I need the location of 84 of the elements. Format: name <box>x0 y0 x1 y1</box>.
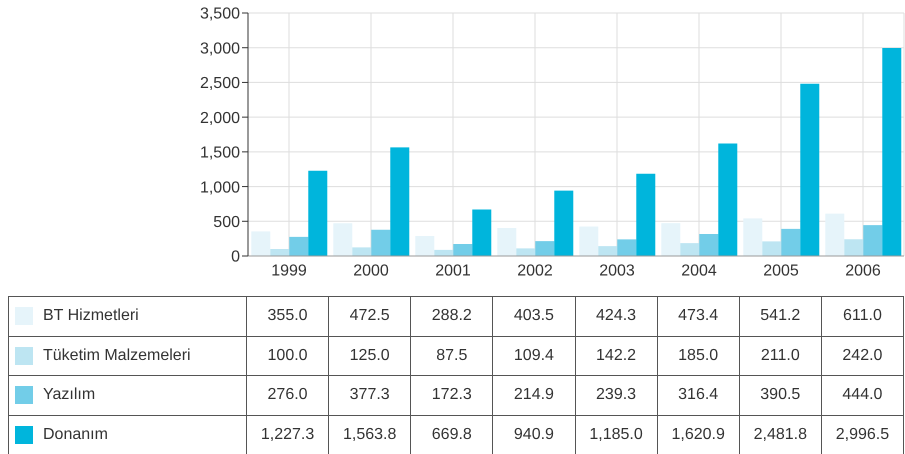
bar <box>415 236 434 256</box>
x-tick-label: 2004 <box>681 262 717 280</box>
legend-label: BT Hizmetleri <box>43 307 139 324</box>
x-tick-label: 2006 <box>845 262 881 280</box>
data-label: 142.2 <box>575 336 658 376</box>
y-tick-label: 3,500 <box>200 6 240 23</box>
legend-label: Tüketim Malzemeleri <box>43 346 191 364</box>
bar <box>863 225 882 256</box>
data-label: 288.2 <box>410 296 493 336</box>
x-tick-label: 2005 <box>763 262 799 280</box>
data-label: 2,481.8 <box>739 415 822 454</box>
data-label: 1,227.3 <box>246 415 329 454</box>
data-label: 390.5 <box>739 376 822 415</box>
data-label: 541.2 <box>739 296 822 336</box>
data-label: 276.0 <box>246 376 329 415</box>
bar <box>699 234 718 256</box>
legend-label: Yazılım <box>43 386 96 404</box>
y-tick-label: 2,000 <box>200 110 240 127</box>
data-label: 940.9 <box>492 415 575 454</box>
data-label: 109.4 <box>492 336 575 376</box>
bar <box>289 236 308 256</box>
data-label: 669.8 <box>410 415 493 454</box>
data-label: 172.3 <box>410 376 493 415</box>
bar <box>781 228 800 256</box>
bar <box>535 241 554 256</box>
y-tick-label: 0 <box>231 248 240 266</box>
bar <box>352 247 372 256</box>
y-tick-label: 500 <box>213 214 240 231</box>
data-label: 611.0 <box>821 296 904 336</box>
data-label: 125.0 <box>328 336 411 376</box>
bar <box>516 248 536 256</box>
bar <box>882 48 902 256</box>
bar <box>497 228 516 256</box>
data-label: 473.4 <box>657 296 740 336</box>
x-tick-label: 1999 <box>271 262 307 280</box>
bar <box>472 209 492 256</box>
data-label: 1,185.0 <box>575 415 658 454</box>
data-label: 185.0 <box>657 336 740 376</box>
data-label: 316.4 <box>657 376 740 415</box>
x-tick-label: 2003 <box>599 262 635 280</box>
bar <box>333 223 352 256</box>
bar <box>636 174 656 256</box>
data-label: 100.0 <box>246 336 329 376</box>
legend-label: Donanım <box>43 426 108 443</box>
y-tick-label: 1,000 <box>200 179 240 196</box>
data-label: 239.3 <box>575 376 658 415</box>
data-label: 211.0 <box>739 336 822 376</box>
data-label: 1,563.8 <box>328 415 411 454</box>
x-tick-label: 2002 <box>517 262 553 280</box>
data-label: 242.0 <box>821 336 904 376</box>
y-tick-label: 1,500 <box>200 144 240 162</box>
bar <box>680 243 700 256</box>
bar <box>371 230 390 256</box>
bar <box>579 226 598 256</box>
bar <box>390 147 410 256</box>
bar <box>251 231 270 256</box>
bar <box>598 246 618 256</box>
data-label: 2,996.5 <box>821 415 904 454</box>
data-label: 403.5 <box>492 296 575 336</box>
data-label: 214.9 <box>492 376 575 415</box>
y-tick-label: 2,500 <box>200 75 240 92</box>
bar <box>825 214 844 256</box>
data-label: 87.5 <box>410 336 493 376</box>
data-label: 444.0 <box>821 376 904 415</box>
bar <box>661 223 680 256</box>
bar <box>762 241 782 256</box>
bar <box>308 170 328 256</box>
bar <box>453 244 472 256</box>
bar <box>270 249 290 256</box>
bar <box>434 250 454 256</box>
bar <box>800 84 820 256</box>
x-tick-label: 2001 <box>435 262 471 280</box>
bar <box>554 190 574 256</box>
bar <box>844 239 864 256</box>
bar <box>617 239 636 256</box>
data-label: 355.0 <box>246 296 329 336</box>
data-label: 377.3 <box>328 376 411 415</box>
x-tick-label: 2000 <box>353 262 389 280</box>
data-label: 472.5 <box>328 296 411 336</box>
data-label: 1,620.9 <box>657 415 740 454</box>
bar <box>718 143 738 256</box>
bar <box>743 218 762 256</box>
y-tick-label: 3,000 <box>200 40 240 58</box>
data-label: 424.3 <box>575 296 658 336</box>
